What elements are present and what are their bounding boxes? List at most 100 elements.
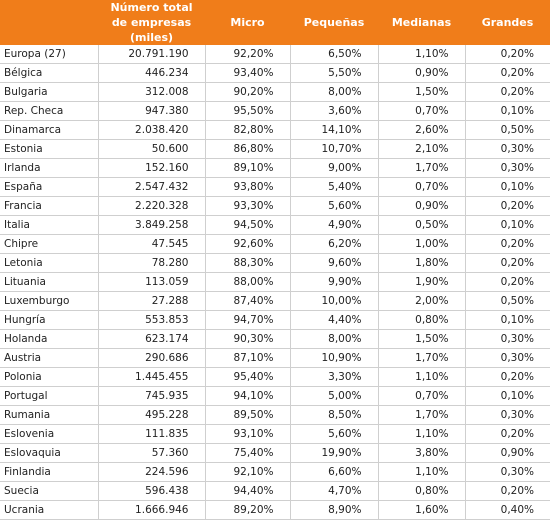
value-cell: 1,70% [377, 158, 465, 178]
value-cell: 2,60% [377, 120, 465, 140]
value-cell: 0,20% [464, 63, 550, 83]
value-cell: 1,10% [377, 424, 465, 444]
value-cell: 3,30% [289, 367, 378, 387]
value-cell: 0,20% [464, 367, 550, 387]
value-cell: 1,80% [377, 253, 465, 273]
value-cell: 623.174 [97, 329, 205, 349]
value-cell: 0,10% [464, 177, 550, 197]
value-cell: 6,20% [289, 234, 378, 254]
value-cell: 1,00% [377, 234, 465, 254]
value-cell: 0,50% [464, 291, 550, 311]
value-cell: 88,00% [204, 272, 290, 292]
table-row: Hungría 553.853 94,70% 4,40% 0,80% 0,10% [0, 310, 550, 330]
value-cell: 2.547.432 [97, 177, 205, 197]
value-cell: 0,40% [464, 500, 550, 520]
value-cell: 224.596 [97, 462, 205, 482]
country-cell: Hungría [0, 310, 98, 330]
value-cell: 1,50% [377, 329, 465, 349]
value-cell: 9,60% [289, 253, 378, 273]
table-row: Bulgaria 312.008 90,20% 8,00% 1,50% 0,20% [0, 82, 550, 102]
country-cell: Eslovenia [0, 424, 98, 444]
table-row: Chipre 47.545 92,60% 6,20% 1,00% 0,20% [0, 234, 550, 254]
value-cell: 1,10% [377, 45, 465, 64]
value-cell: 0,30% [464, 158, 550, 178]
value-cell: 90,20% [204, 82, 290, 102]
country-cell: España [0, 177, 98, 197]
table-row: Rumania 495.228 89,50% 8,50% 1,70% 0,30% [0, 405, 550, 425]
table-row: Ucrania 1.666.946 89,20% 8,90% 1,60% 0,40% [0, 500, 550, 520]
value-cell: 0,20% [464, 234, 550, 254]
country-cell: Eslovaquia [0, 443, 98, 463]
value-cell: 2.038.420 [97, 120, 205, 140]
table-row: España 2.547.432 93,80% 5,40% 0,70% 0,10% [0, 177, 550, 197]
table-row: Luxemburgo 27.288 87,40% 10,00% 2,00% 0,50% [0, 291, 550, 311]
value-cell: 93,40% [204, 63, 290, 83]
country-cell: Ucrania [0, 500, 98, 520]
country-cell: Luxemburgo [0, 291, 98, 311]
value-cell: 20.791.190 [97, 45, 205, 64]
value-cell: 290.686 [97, 348, 205, 368]
country-cell: Austria [0, 348, 98, 368]
value-cell: 10,90% [289, 348, 378, 368]
value-cell: 82,80% [204, 120, 290, 140]
value-cell: 2.220.328 [97, 196, 205, 216]
value-cell: 89,20% [204, 500, 290, 520]
value-cell: 93,30% [204, 196, 290, 216]
value-cell: 89,10% [204, 158, 290, 178]
value-cell: 0,10% [464, 215, 550, 235]
value-cell: 0,10% [464, 101, 550, 121]
country-cell: Suecia [0, 481, 98, 501]
table-row: Europa (27) 20.791.190 92,20% 6,50% 1,10% 0,2… [0, 45, 550, 64]
value-cell: 9,00% [289, 158, 378, 178]
value-cell: 27.288 [97, 291, 205, 311]
value-cell: 0,70% [377, 101, 465, 121]
column-header: Micro [205, 0, 290, 45]
value-cell: 5,60% [289, 196, 378, 216]
country-cell: Dinamarca [0, 120, 98, 140]
table-body: Europa (27) 20.791.190 92,20% 6,50% 1,10% 0,2… [0, 45, 550, 520]
value-cell: 57.360 [97, 443, 205, 463]
value-cell: 95,50% [204, 101, 290, 121]
value-cell: 87,10% [204, 348, 290, 368]
value-cell: 94,50% [204, 215, 290, 235]
value-cell: 0,90% [377, 196, 465, 216]
value-cell: 0,70% [377, 386, 465, 406]
value-cell: 94,40% [204, 481, 290, 501]
value-cell: 0,30% [464, 348, 550, 368]
table-row: Eslovaquia 57.360 75,40% 19,90% 3,80% 0,90% [0, 443, 550, 463]
value-cell: 3.849.258 [97, 215, 205, 235]
column-header: Número total de empresas (miles) [98, 0, 205, 45]
table-row: Austria 290.686 87,10% 10,90% 1,70% 0,30% [0, 348, 550, 368]
country-cell: Rep. Checa [0, 101, 98, 121]
country-cell: Irlanda [0, 158, 98, 178]
value-cell: 113.059 [97, 272, 205, 292]
column-header [0, 0, 98, 45]
country-cell: Chipre [0, 234, 98, 254]
value-cell: 0,30% [464, 329, 550, 349]
value-cell: 4,90% [289, 215, 378, 235]
table-row: Bélgica 446.234 93,40% 5,50% 0,90% 0,20% [0, 63, 550, 83]
country-cell: Estonia [0, 139, 98, 159]
value-cell: 1,60% [377, 500, 465, 520]
value-cell: 94,10% [204, 386, 290, 406]
country-cell: Lituania [0, 272, 98, 292]
value-cell: 0,90% [464, 443, 550, 463]
value-cell: 50.600 [97, 139, 205, 159]
value-cell: 19,90% [289, 443, 378, 463]
column-header: Pequeñas [290, 0, 378, 45]
column-header: Grandes [465, 0, 550, 45]
value-cell: 0,80% [377, 310, 465, 330]
country-cell: Europa (27) [0, 45, 98, 64]
table-row: Polonia 1.445.455 95,40% 3,30% 1,10% 0,20% [0, 367, 550, 387]
value-cell: 111.835 [97, 424, 205, 444]
value-cell: 78.280 [97, 253, 205, 273]
value-cell: 94,70% [204, 310, 290, 330]
value-cell: 1,10% [377, 462, 465, 482]
value-cell: 92,10% [204, 462, 290, 482]
value-cell: 0,90% [377, 63, 465, 83]
value-cell: 88,30% [204, 253, 290, 273]
value-cell: 0,10% [464, 310, 550, 330]
country-cell: Bélgica [0, 63, 98, 83]
table-row: Estonia 50.600 86,80% 10,70% 2,10% 0,30% [0, 139, 550, 159]
value-cell: 0,20% [464, 272, 550, 292]
